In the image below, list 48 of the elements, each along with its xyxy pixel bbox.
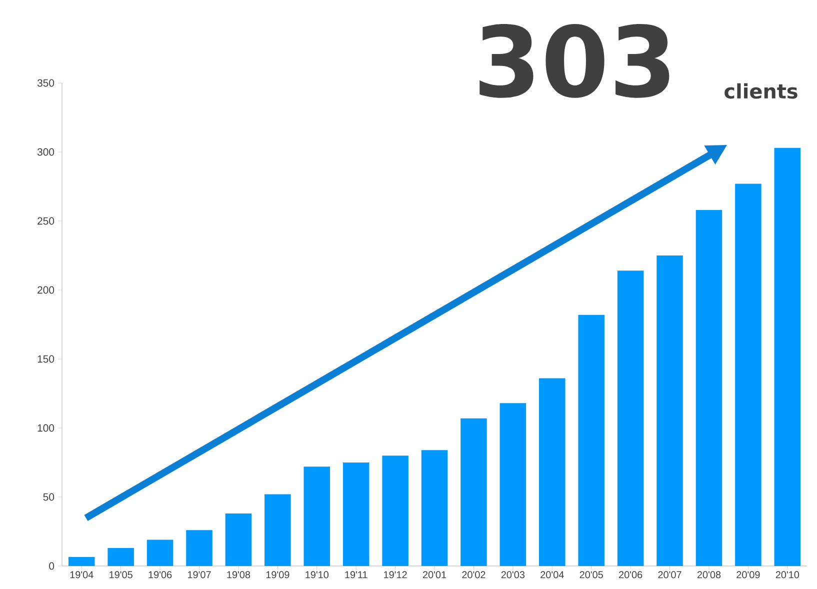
x-tick-label: 19'09 [266, 571, 290, 578]
x-tick-label: 20'09 [736, 571, 760, 578]
x-tick-label: 19'11 [345, 571, 368, 578]
x-tick-label: 19'05 [110, 571, 132, 578]
x-tick-label: 20'02 [462, 571, 486, 578]
x-tick-label: 19'07 [188, 571, 211, 578]
y-tick-label: 150 [38, 355, 54, 363]
x-tick-label: 20'08 [697, 571, 721, 578]
bar [539, 378, 566, 566]
y-tick-label: 200 [38, 286, 54, 294]
bar [578, 314, 604, 566]
bar [225, 514, 252, 566]
y-tick-label: 50 [43, 493, 54, 501]
y-tick-label: 0 [49, 562, 54, 570]
x-tick-label: 19'12 [384, 571, 407, 578]
bar [774, 148, 801, 566]
bar [108, 548, 134, 566]
x-tick-label: 20'04 [540, 571, 564, 578]
x-tick-label: 19'04 [70, 571, 94, 578]
bar [304, 466, 330, 566]
bar [656, 255, 683, 566]
x-tick-label: 20'10 [776, 571, 800, 578]
annotation: 303 [480, 24, 670, 98]
bar [68, 557, 95, 566]
bar [617, 270, 644, 566]
y-tick-label: 100 [38, 424, 54, 432]
bar [146, 540, 174, 566]
x-tick-label: 20'07 [658, 571, 682, 578]
x-tick-label: 20'03 [501, 571, 525, 578]
x-tick-label: 20'01 [422, 571, 446, 578]
x-tick-label: 19'08 [227, 571, 250, 578]
bar [186, 530, 212, 566]
bar [500, 403, 526, 566]
bar [421, 450, 448, 566]
y-tick-label: 300 [37, 148, 54, 156]
x-tick-label: 20'06 [619, 571, 642, 578]
bar [264, 494, 291, 566]
x-tick-label: 19'06 [148, 571, 172, 578]
y-tick-label: 250 [38, 217, 54, 225]
bar [382, 456, 408, 566]
bar [696, 210, 722, 566]
x-tick-label: 20'05 [580, 571, 603, 578]
y-tick-label: 350 [37, 79, 54, 87]
x-tick-label: 19'10 [306, 571, 329, 578]
bar [460, 418, 487, 566]
bar [735, 184, 762, 566]
annotation: clients [724, 83, 798, 99]
bar [342, 462, 370, 566]
